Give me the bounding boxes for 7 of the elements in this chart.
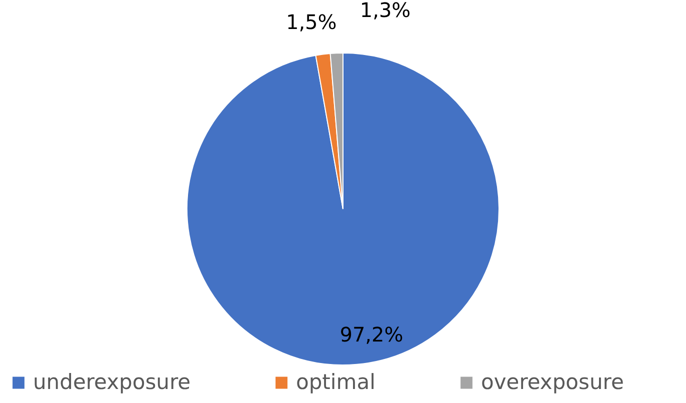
data-label: 97,2%: [340, 322, 404, 346]
data-label: 1,3%: [360, 0, 411, 22]
legend-label: overexposure: [481, 370, 624, 394]
legend-label: underexposure: [33, 370, 191, 394]
legend-label: optimal: [296, 370, 376, 394]
data-label: 1,5%: [286, 10, 337, 34]
pie-slice: [186, 52, 500, 366]
